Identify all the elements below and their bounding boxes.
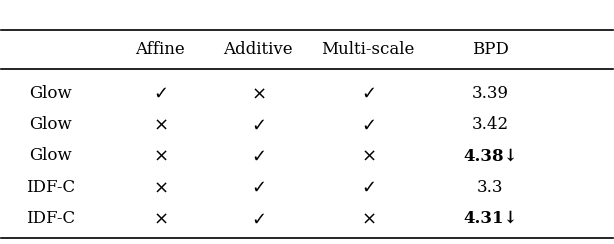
Text: $\checkmark$: $\checkmark$	[251, 178, 265, 196]
Text: IDF-C: IDF-C	[26, 210, 75, 227]
Text: $\times$: $\times$	[153, 115, 168, 133]
Text: Affine: Affine	[136, 41, 185, 58]
Text: IDF-C: IDF-C	[26, 179, 75, 196]
Text: $\times$: $\times$	[361, 210, 375, 227]
Text: 3.39: 3.39	[472, 85, 509, 102]
Text: 3.42: 3.42	[472, 116, 509, 133]
Text: 4.38↓: 4.38↓	[463, 147, 518, 164]
Text: 4.31↓: 4.31↓	[463, 210, 518, 227]
Text: $\checkmark$: $\checkmark$	[361, 115, 375, 133]
Text: Multi-scale: Multi-scale	[322, 41, 415, 58]
Text: $\checkmark$: $\checkmark$	[154, 84, 167, 102]
Text: 3.3: 3.3	[477, 179, 503, 196]
Text: $\times$: $\times$	[361, 147, 375, 165]
Text: $\times$: $\times$	[153, 210, 168, 227]
Text: $\times$: $\times$	[153, 178, 168, 196]
Text: BPD: BPD	[472, 41, 509, 58]
Text: $\checkmark$: $\checkmark$	[361, 178, 375, 196]
Text: $\checkmark$: $\checkmark$	[361, 84, 375, 102]
Text: Glow: Glow	[29, 147, 72, 164]
Text: $\times$: $\times$	[251, 84, 265, 102]
Text: $\checkmark$: $\checkmark$	[251, 147, 265, 165]
Text: $\times$: $\times$	[153, 147, 168, 165]
Text: Glow: Glow	[29, 116, 72, 133]
Text: Additive: Additive	[223, 41, 293, 58]
Text: Glow: Glow	[29, 85, 72, 102]
Text: $\checkmark$: $\checkmark$	[251, 210, 265, 227]
Text: $\checkmark$: $\checkmark$	[251, 115, 265, 133]
